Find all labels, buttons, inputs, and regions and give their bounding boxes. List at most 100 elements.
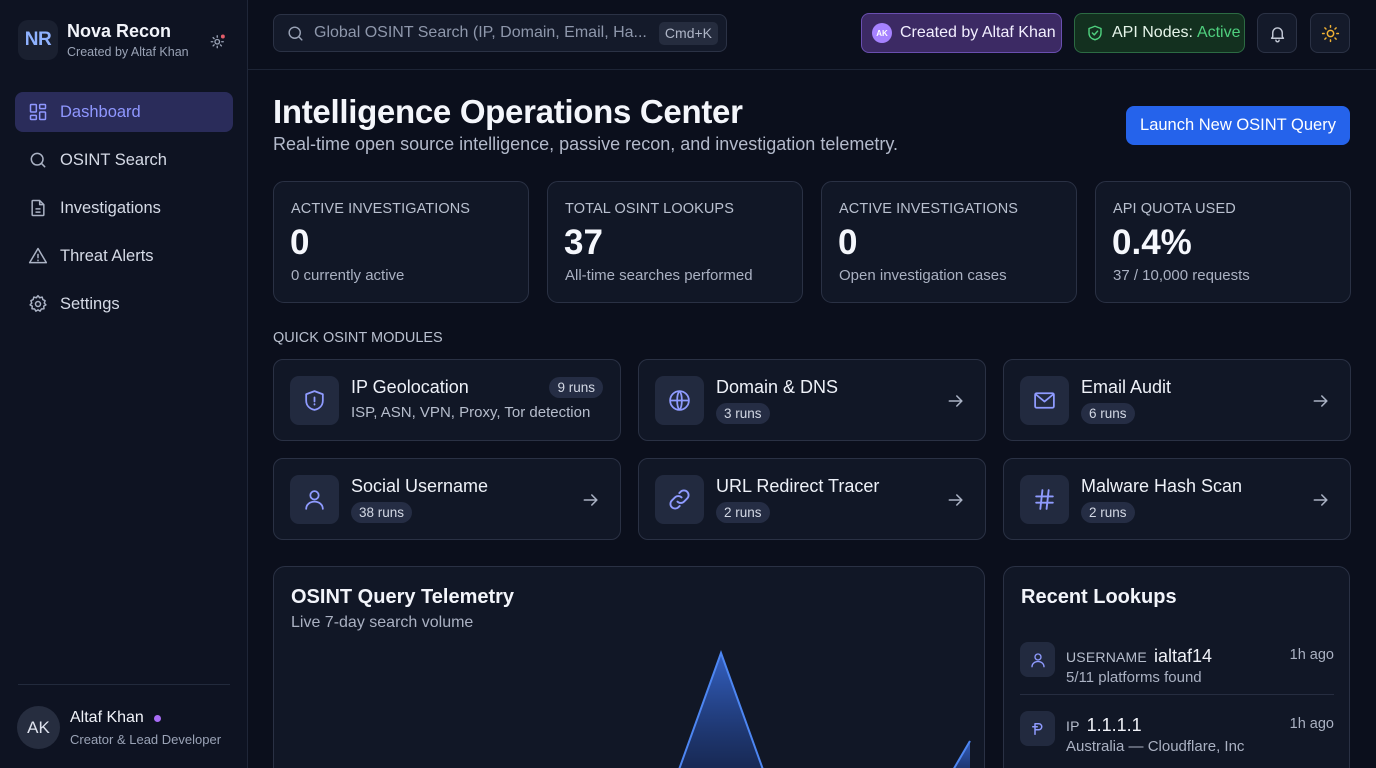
module-ip-geolocation[interactable]: IP Geolocation 9 runs ISP, ASN, VPN, Pro… <box>273 359 621 441</box>
telemetry-title: OSINT Query Telemetry <box>291 586 515 608</box>
shortcut-badge: Cmd+K <box>658 22 718 45</box>
creator-label: Created by Altaf Khan <box>900 24 1056 41</box>
gear-icon <box>28 294 48 314</box>
creator-badge[interactable]: AK Created by Altaf Khan <box>861 13 1062 53</box>
stat-card-active-investigations: ACTIVE INVESTIGATIONS 0 0 currently acti… <box>273 181 529 303</box>
module-url-redirect-tracer[interactable]: URL Redirect Tracer 2 runs <box>638 458 986 540</box>
module-title: Malware Hash Scan <box>1081 476 1243 496</box>
lookup-item[interactable]: USERNAME ialtaf14 5/11 platforms found 1h… <box>1020 642 1334 704</box>
module-email-audit[interactable]: Email Audit 6 runs <box>1003 359 1351 441</box>
module-description: ISP, ASN, VPN, Proxy, Tor detection <box>351 404 591 421</box>
link-icon <box>655 475 704 524</box>
module-runs-badge: 2 runs <box>716 502 770 523</box>
lookup-time: 1h ago <box>1289 647 1334 663</box>
lookup-value: ialtaf14 <box>1153 646 1212 666</box>
lookup-type: IP <box>1066 718 1080 734</box>
module-social-username[interactable]: Social Username 38 runs <box>273 458 621 540</box>
search-input[interactable] <box>314 21 654 45</box>
globe-icon <box>655 376 704 425</box>
modules-section-label: QUICK OSINT MODULES <box>273 330 443 346</box>
launch-query-button[interactable]: Launch New OSINT Query <box>1126 106 1350 145</box>
module-runs-badge: 6 runs <box>1081 403 1135 424</box>
lookup-time: 1h ago <box>1289 716 1334 732</box>
page-title: Intelligence Operations Center <box>273 93 743 130</box>
topbar-divider <box>248 69 1376 70</box>
stat-label: API QUOTA USED <box>1113 201 1236 217</box>
user-name: Altaf Khan <box>70 709 144 726</box>
module-runs-badge: 2 runs <box>1081 502 1135 523</box>
stat-subtext: 37 / 10,000 requests <box>1113 267 1250 284</box>
stat-value: 0 <box>290 223 310 262</box>
lookup-type: USERNAME <box>1066 649 1147 665</box>
app-name: Nova Recon <box>67 21 172 41</box>
stat-label: ACTIVE INVESTIGATIONS <box>291 201 471 217</box>
search-icon <box>286 24 305 43</box>
grid-icon <box>28 102 48 122</box>
sidebar-item-label: OSINT Search <box>60 150 167 169</box>
app-logo[interactable]: NR <box>18 20 58 60</box>
telemetry-area <box>679 653 763 768</box>
avatar[interactable]: AK <box>17 706 60 749</box>
shield-icon <box>290 376 339 425</box>
sidebar-item-label: Threat Alerts <box>60 246 154 265</box>
arrow-right-icon <box>946 391 966 411</box>
global-search[interactable]: Cmd+K <box>273 14 727 52</box>
stat-subtext: All-time searches performed <box>565 267 753 284</box>
document-icon <box>28 198 48 218</box>
sidebar-item-dashboard[interactable]: Dashboard <box>15 92 233 132</box>
user-icon <box>1020 642 1055 677</box>
module-runs-badge: 38 runs <box>351 502 413 523</box>
hash-icon <box>1020 475 1069 524</box>
user-role: Creator & Lead Developer <box>70 732 222 747</box>
app-subtitle: Created by Altaf Khan <box>67 45 189 59</box>
settings-alert-icon[interactable] <box>209 32 227 50</box>
api-status-badge[interactable]: API Nodes: Active <box>1074 13 1245 53</box>
lookup-detail: 5/11 platforms found <box>1066 669 1202 686</box>
shield-check-icon <box>1086 24 1104 42</box>
module-title: Email Audit <box>1081 377 1172 397</box>
sidebar: NR Nova Recon Created by Altaf Khan Dash… <box>0 0 248 768</box>
sidebar-item-threat-alerts[interactable]: Threat Alerts <box>15 236 233 276</box>
stat-card-open-investigations: ACTIVE INVESTIGATIONS 0 Open investigati… <box>821 181 1077 303</box>
stat-card-api-quota: API QUOTA USED 0.4% 37 / 10,000 requests <box>1095 181 1351 303</box>
warning-icon <box>28 246 48 266</box>
notifications-button[interactable] <box>1257 13 1297 53</box>
sidebar-item-settings[interactable]: Settings <box>15 284 233 324</box>
theme-toggle-button[interactable] <box>1310 13 1350 53</box>
lookup-item[interactable]: IP 1.1.1.1 Australia — Cloudflare, Inc 1h… <box>1020 711 1334 768</box>
stat-subtext: 0 currently active <box>291 267 405 284</box>
module-title: Social Username <box>351 476 489 496</box>
bell-icon <box>1268 24 1287 43</box>
recent-lookups-title: Recent Lookups <box>1021 586 1177 608</box>
lookup-detail: Australia — Cloudflare, Inc <box>1066 738 1245 755</box>
module-title: IP Geolocation <box>351 377 469 397</box>
telemetry-line <box>678 650 764 768</box>
ip-icon <box>1020 711 1055 746</box>
api-label: API Nodes: <box>1112 24 1193 41</box>
arrow-right-icon <box>581 490 601 510</box>
sidebar-item-label: Investigations <box>60 198 161 217</box>
sidebar-nav: Dashboard OSINT Search Investigations <box>15 92 233 332</box>
module-malware-hash-scan[interactable]: Malware Hash Scan 2 runs <box>1003 458 1351 540</box>
recent-lookups-panel: Recent Lookups USERNAME ialtaf14 5/11 pla… <box>1003 566 1350 768</box>
search-icon <box>28 150 48 170</box>
stat-label: ACTIVE INVESTIGATIONS <box>839 201 1019 217</box>
online-status-dot <box>154 715 161 722</box>
stat-value: 0.4% <box>1112 223 1192 262</box>
telemetry-chart <box>678 650 971 768</box>
lookup-value: 1.1.1.1 <box>1086 715 1142 735</box>
telemetry-subtitle: Live 7-day search volume <box>291 614 474 631</box>
module-domain-dns[interactable]: Domain & DNS 3 runs <box>638 359 986 441</box>
creator-avatar: AK <box>872 23 892 43</box>
user-profile[interactable]: AK Altaf Khan Creator & Lead Developer <box>17 706 232 750</box>
sidebar-item-osint-search[interactable]: OSINT Search <box>15 140 233 180</box>
telemetry-line-right <box>953 740 971 768</box>
arrow-right-icon <box>946 490 966 510</box>
page-subtitle: Real-time open source intelligence, pass… <box>273 134 898 154</box>
sidebar-item-investigations[interactable]: Investigations <box>15 188 233 228</box>
lookup-divider <box>1020 694 1334 695</box>
sun-icon <box>1321 24 1340 43</box>
module-title: Domain & DNS <box>716 377 839 397</box>
api-status: Active <box>1196 24 1241 41</box>
mail-icon <box>1020 376 1069 425</box>
